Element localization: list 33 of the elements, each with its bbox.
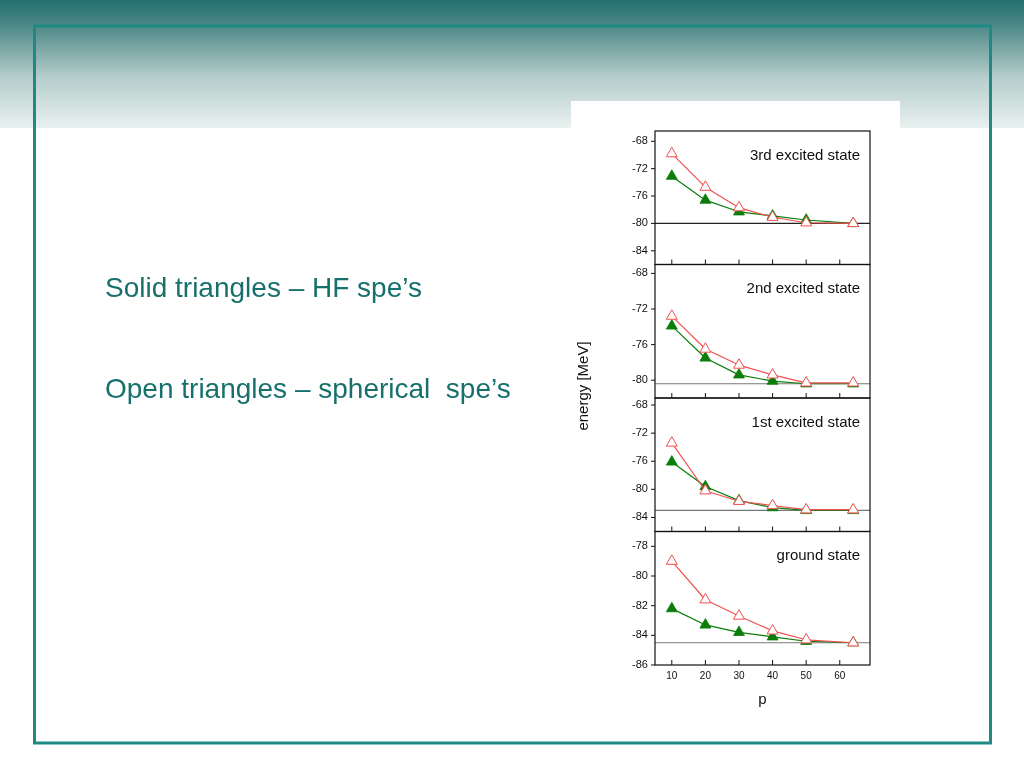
y-tick-label: -80	[632, 482, 648, 495]
y-tick-label: -76	[632, 337, 648, 350]
text: 1st excited state	[751, 412, 860, 430]
y-tick-label: -84	[632, 510, 648, 523]
y-axis-title: energy [MeV]	[573, 341, 591, 431]
text: ground state	[776, 546, 860, 564]
y-tick-label: -76	[632, 188, 648, 201]
y-tick-label: -72	[632, 301, 648, 314]
y-tick-label: -68	[632, 266, 648, 279]
x-tick-label: 40	[767, 669, 779, 681]
y-tick-label: -80	[632, 568, 648, 581]
y-tick-label: -78	[632, 539, 648, 552]
y-tick-label: -84	[632, 628, 648, 641]
y-tick-label: -72	[632, 426, 648, 439]
y-tick-label: -86	[632, 657, 648, 670]
y-tick-label: -84	[632, 243, 648, 256]
x-axis-title: p	[758, 689, 767, 707]
x-tick-label: 10	[666, 669, 678, 681]
y-tick-label: -68	[632, 397, 648, 410]
y-tick-label: -68	[632, 134, 648, 147]
y-tick-label: -80	[632, 373, 648, 386]
y-tick-label: -76	[632, 454, 648, 467]
y-tick-label: -80	[632, 216, 648, 229]
x-tick-label: 20	[699, 669, 712, 681]
y-tick-label: -72	[632, 161, 648, 174]
x-tick-label: 30	[733, 669, 745, 681]
x-tick-label: 50	[800, 669, 813, 681]
text: Solid triangles – HF spe’s	[105, 272, 422, 304]
x-tick-label: 60	[834, 669, 846, 681]
text: Open triangles – spherical spe’s	[105, 373, 511, 405]
text: 2nd excited state	[746, 279, 860, 297]
text: 3rd excited state	[749, 145, 860, 163]
y-tick-label: -82	[632, 598, 648, 611]
